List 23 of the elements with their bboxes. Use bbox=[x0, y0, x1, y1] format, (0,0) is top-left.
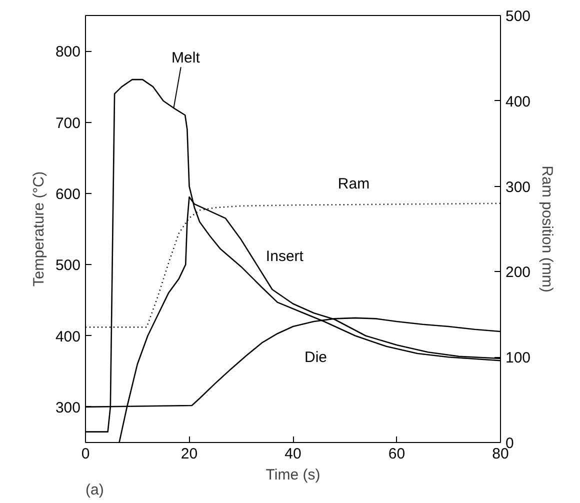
y2-tick-label: 200 bbox=[506, 264, 531, 282]
y-tick-label: 500 bbox=[55, 257, 81, 274]
x-axis-title: Time (s) bbox=[266, 466, 320, 484]
series-label: Ram bbox=[338, 176, 370, 193]
y-tick-label: 700 bbox=[55, 114, 81, 132]
series-label: Melt bbox=[172, 50, 201, 67]
y2-tick-label: 400 bbox=[506, 93, 531, 110]
series-label: Die bbox=[304, 349, 328, 366]
y2-tick-label: 300 bbox=[506, 178, 531, 196]
y2-tick-label: 500 bbox=[506, 8, 531, 25]
y2-axis-title: Ram position (mm) bbox=[538, 166, 556, 292]
y-tick-label: 400 bbox=[55, 328, 81, 346]
y2-tick-label: 100 bbox=[506, 350, 531, 367]
x-tick-label: 0 bbox=[81, 446, 90, 462]
y-tick-label: 600 bbox=[55, 186, 81, 203]
x-tick-label: 60 bbox=[388, 446, 406, 462]
series-label: Insert bbox=[266, 248, 304, 266]
y-tick-label: 300 bbox=[55, 399, 81, 416]
y-axis-title: Temperature (°C) bbox=[30, 171, 48, 287]
x-tick-label: 40 bbox=[284, 446, 302, 462]
x-tick-label: 20 bbox=[180, 446, 198, 462]
y-tick-label: 800 bbox=[55, 44, 81, 61]
text: (a) bbox=[86, 482, 104, 498]
